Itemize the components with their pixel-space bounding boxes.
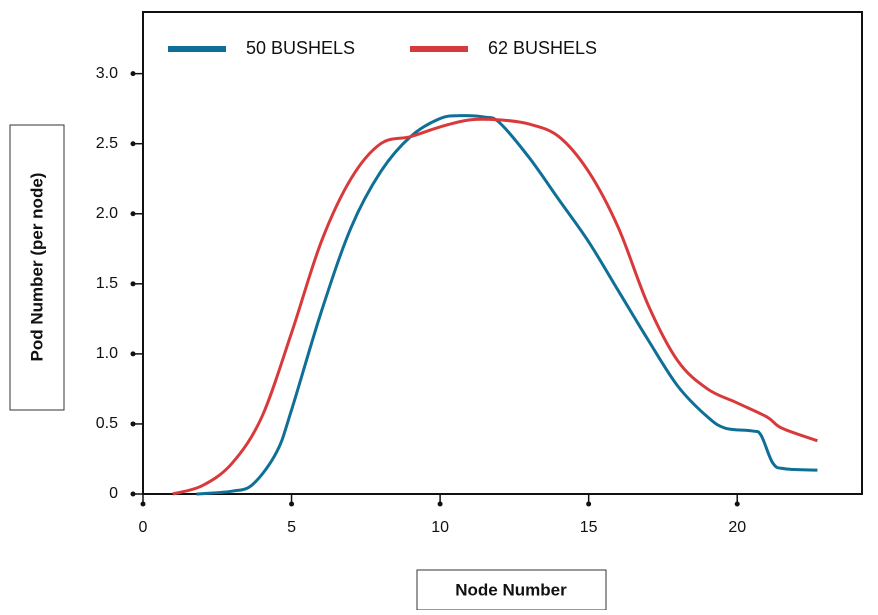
y-tick-dot (130, 491, 136, 497)
y-tick-label: 2.5 (96, 135, 118, 152)
y-tick-label: 3.0 (96, 65, 118, 82)
legend-label: 50 BUSHELS (246, 38, 355, 58)
x-tick-label: 20 (728, 519, 746, 536)
x-axis-label: Node Number (455, 580, 567, 599)
y-axis-label: Pod Number (per node) (27, 173, 46, 362)
y-tick-label: 0.5 (96, 415, 118, 432)
y-tick-dot (130, 211, 136, 217)
x-tick-label: 10 (431, 519, 449, 536)
y-tick-label: 0 (109, 485, 118, 502)
y-tick-dot (130, 421, 136, 427)
x-tick-label: 5 (287, 519, 296, 536)
legend-label: 62 BUSHELS (488, 38, 597, 58)
y-label-box (9, 124, 65, 411)
series-line (196, 114, 818, 496)
y-tick-dot (130, 351, 136, 357)
plot-frame (142, 11, 863, 495)
y-tick-dot (130, 141, 136, 147)
y-tick-dot (130, 71, 136, 77)
y-tick-label: 1.0 (96, 345, 118, 362)
y-tick-dot (130, 281, 136, 287)
series-line (172, 117, 818, 496)
x-tick-label: 0 (139, 519, 148, 536)
y-tick-label: 2.0 (96, 205, 118, 222)
y-tick-label: 1.5 (96, 275, 118, 292)
x-tick-label: 15 (580, 519, 598, 536)
